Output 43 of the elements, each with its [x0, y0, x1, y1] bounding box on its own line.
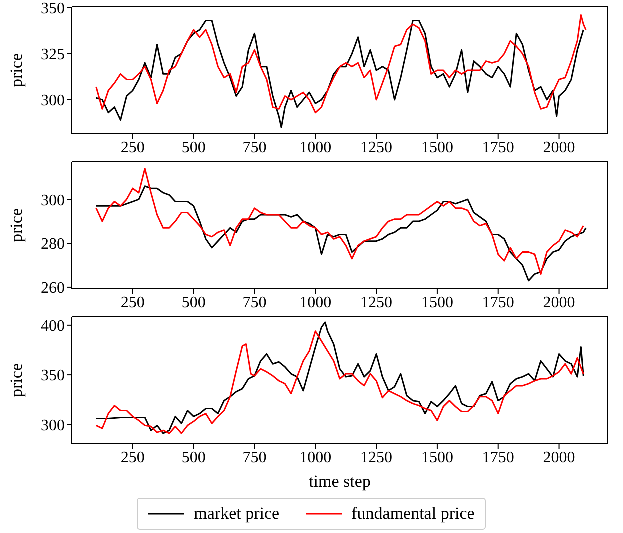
- x-axis-title: time step: [309, 472, 371, 491]
- x-tick-label: 750: [242, 449, 267, 466]
- legend-label: fundamental price: [352, 504, 475, 524]
- y-tick-label: 350: [41, 0, 65, 18]
- x-tick-label: 1250: [360, 449, 393, 466]
- y-axis-title: price: [7, 364, 26, 398]
- x-tick-label: 1500: [421, 139, 454, 156]
- x-tick-label: 2000: [543, 139, 576, 156]
- y-tick-label: 260: [41, 280, 65, 298]
- x-tick-label: 1250: [360, 294, 393, 312]
- x-tick-label: 1000: [300, 139, 332, 156]
- line-series: [96, 20, 584, 128]
- x-tick-label: 2000: [543, 449, 576, 466]
- x-tick-label: 500: [182, 294, 206, 312]
- y-tick-label: 400: [41, 318, 65, 336]
- y-tick-label: 300: [41, 192, 65, 210]
- y-tick-label: 350: [41, 368, 65, 385]
- x-tick-label: 1250: [360, 139, 393, 156]
- legend-label: market price: [194, 504, 280, 524]
- y-tick-label: 325: [41, 46, 65, 64]
- x-tick-label: 1000: [300, 449, 332, 466]
- x-tick-label: 2000: [543, 294, 576, 312]
- x-tick-label: 1000: [300, 294, 332, 312]
- y-axis-title: price: [7, 208, 26, 242]
- line-series: [96, 186, 587, 282]
- line-series: [96, 14, 587, 114]
- x-tick-label: 1750: [482, 449, 514, 466]
- x-tick-label: 1500: [421, 449, 454, 466]
- x-tick-label: 750: [242, 139, 267, 156]
- x-tick-label: 1500: [421, 294, 454, 312]
- x-tick-label: 250: [120, 139, 145, 156]
- x-tick-label: 250: [120, 294, 145, 312]
- x-tick-label: 250: [120, 449, 145, 466]
- y-tick-label: 280: [41, 236, 65, 254]
- line-series: [96, 168, 584, 276]
- x-tick-label: 1750: [482, 294, 514, 312]
- x-tick-label: 500: [182, 449, 206, 466]
- x-tick-label: 750: [242, 294, 267, 312]
- y-axis-title: price: [7, 54, 26, 88]
- x-tick-label: 1750: [482, 139, 514, 156]
- y-tick-label: 300: [41, 92, 65, 110]
- y-tick-label: 300: [41, 417, 65, 434]
- x-tick-label: 500: [182, 139, 206, 156]
